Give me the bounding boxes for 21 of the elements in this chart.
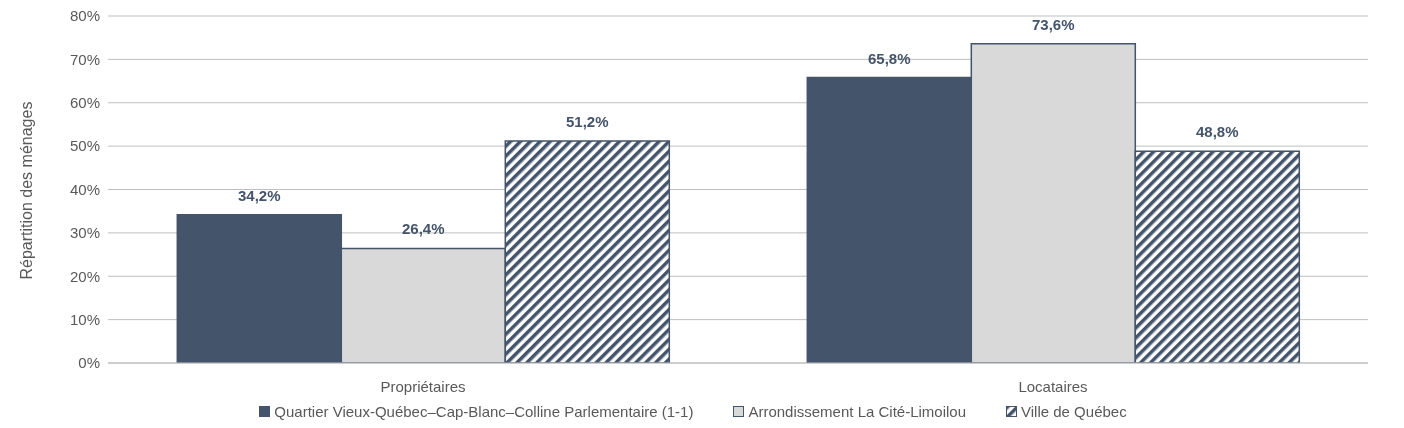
data-label: 26,4%	[402, 220, 445, 238]
x-tick-label: Propriétaires	[380, 377, 466, 395]
data-label: 51,2%	[566, 112, 609, 130]
legend-label: Arrondissement La Cité-Limoilou	[747, 403, 967, 420]
y-tick-label: 40%	[69, 180, 100, 198]
y-axis-title: Répartition des ménages	[17, 101, 35, 280]
y-tick-label: 60%	[69, 94, 100, 112]
y-tick-label: 50%	[69, 137, 100, 155]
y-tick-label: 30%	[69, 224, 100, 242]
y-tick-label: 0%	[78, 354, 100, 372]
y-tick-label: 80%	[69, 7, 100, 25]
legend-label: Quartier Vieux-Québec–Cap-Blanc–Colline Parlementaire (1-1)	[273, 403, 694, 420]
data-label: 48,8%	[1196, 123, 1239, 141]
data-label: 65,8%	[868, 49, 911, 67]
y-tick-label: 20%	[69, 267, 100, 285]
y-tick-label: 70%	[69, 50, 100, 68]
legend-label: Ville de Québec	[1020, 403, 1127, 420]
data-label: 34,2%	[238, 186, 281, 204]
x-tick-label: Locataires	[1018, 377, 1088, 395]
data-label: 73,6%	[1032, 15, 1075, 33]
y-tick-label: 10%	[69, 310, 100, 328]
